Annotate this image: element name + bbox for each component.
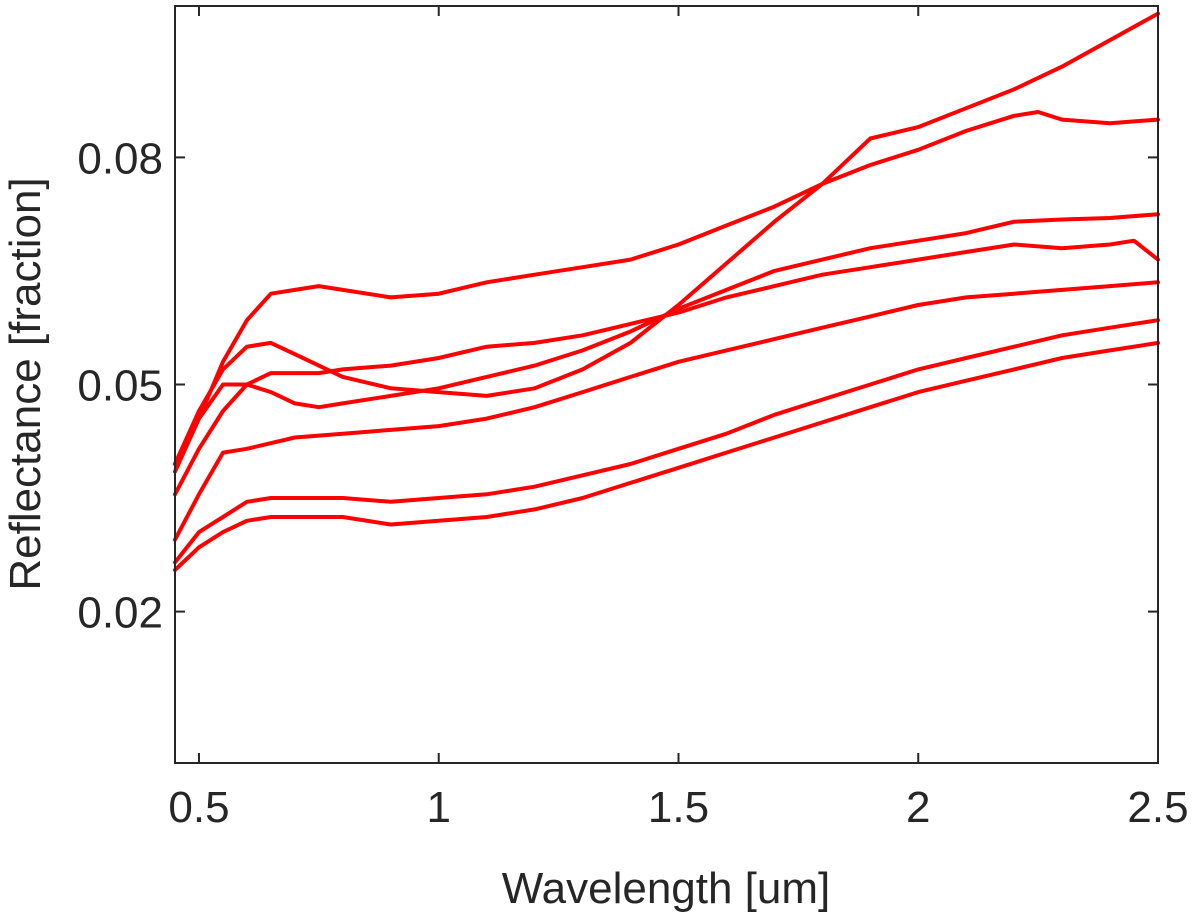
x-tick-label: 2.5 [1127, 783, 1188, 832]
series-line-5 [173, 280, 1160, 542]
series-line-3 [173, 212, 1160, 474]
series-line-6 [173, 318, 1160, 565]
x-tick-label: 1 [426, 783, 450, 832]
series-line-2 [173, 110, 1160, 466]
series-line-7 [173, 340, 1160, 572]
x-tick-label: 2 [906, 783, 930, 832]
tick-layer: 0.5 1 1.5 2 2.5 0.02 0.05 0.08 [77, 6, 1189, 832]
series-layer [173, 11, 1160, 572]
y-axis-label: Reflectance [fraction] [1, 177, 50, 590]
y-tick-label: 0.02 [77, 589, 163, 638]
y-tick-label: 0.05 [77, 362, 163, 411]
x-axis-label: Wavelength [um] [502, 864, 831, 913]
x-tick-label: 0.5 [168, 783, 229, 832]
series-line-4 [173, 238, 1160, 497]
series-line-1 [173, 11, 1160, 466]
x-tick-label: 1.5 [648, 783, 709, 832]
plot-frame [174, 5, 1159, 764]
y-tick-label: 0.08 [77, 134, 163, 183]
